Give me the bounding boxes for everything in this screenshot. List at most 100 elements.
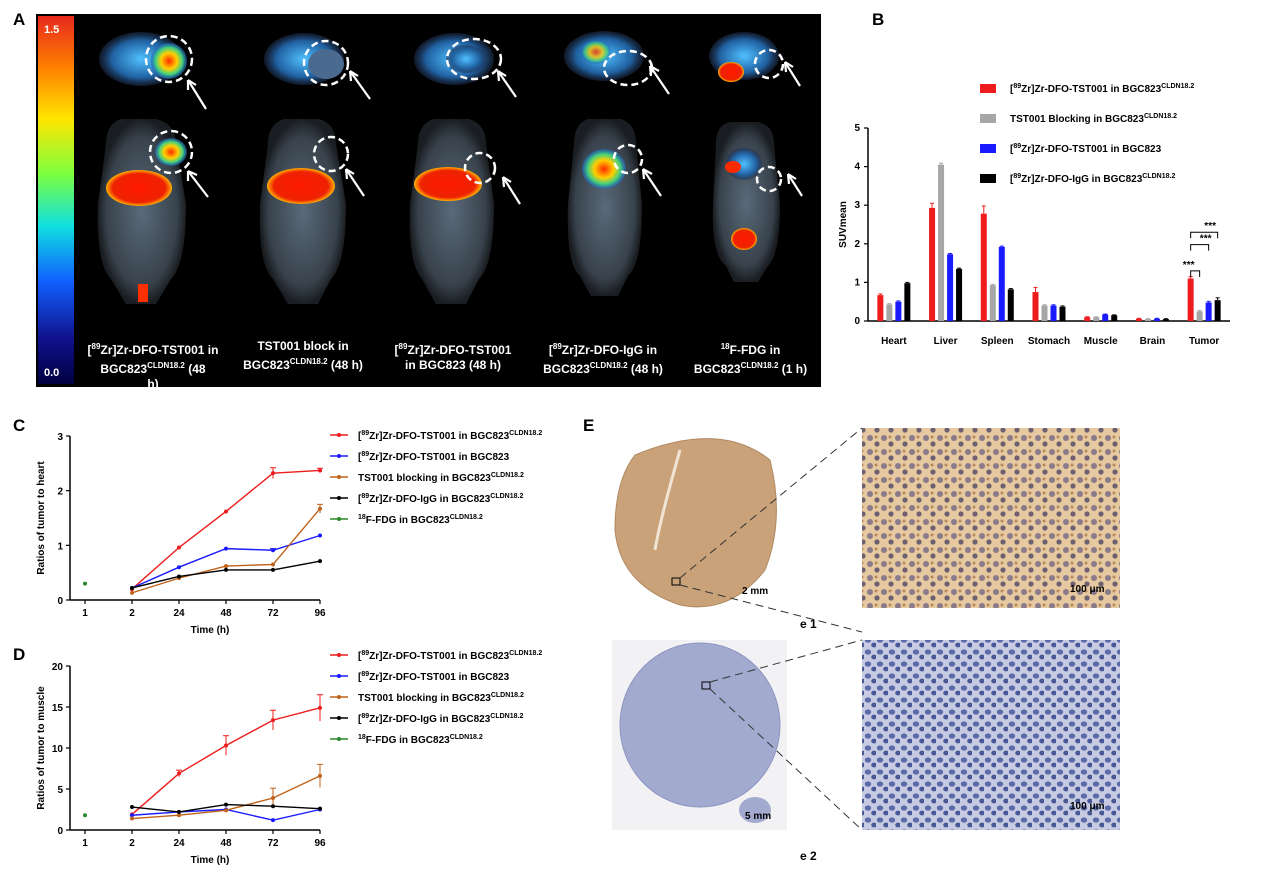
scan-col-1: [97, 32, 209, 304]
legend-marker: [337, 454, 341, 458]
data-point: [271, 471, 275, 476]
data-point: [271, 718, 275, 723]
legend-marker: [337, 496, 341, 500]
data-point: [177, 545, 181, 550]
bar: [1059, 306, 1066, 321]
legend-label-part: CLDN18.2: [509, 650, 542, 657]
legend-label-part: F-FDG in BGC823: [366, 735, 450, 746]
significance-bracket: [1190, 244, 1210, 251]
scan-col-2: [259, 33, 371, 304]
x-tick-label: 96: [314, 838, 326, 849]
data-point: [224, 802, 228, 807]
legend-label-part: CLDN18.2: [1161, 83, 1194, 90]
data-point: [177, 771, 181, 776]
data-point: [318, 533, 322, 538]
data-point: [177, 565, 181, 570]
data-point: [130, 805, 134, 810]
legend-b: [89Zr]Zr-DFO-TST001 in BGC823CLDN18.2TST…: [980, 83, 1194, 185]
data-point: [318, 468, 322, 473]
y-tick-label: 0: [57, 826, 63, 837]
x-tick-label: 48: [220, 838, 232, 849]
legend-label: [89Zr]Zr-DFO-TST001 in BGC823: [358, 671, 510, 683]
legend-swatch: [980, 144, 996, 153]
x-tick-label: Brain: [1140, 336, 1166, 347]
legend-marker: [337, 475, 341, 479]
legend-label-part: CLDN18.2: [490, 493, 523, 500]
legend-label-part: Zr]Zr-DFO-TST001 in BGC823: [1021, 144, 1161, 155]
x-tick-label: 24: [173, 608, 185, 619]
bar: [1093, 317, 1100, 321]
y-tick-label: 10: [52, 744, 64, 755]
legend-label-part: CLDN18.2: [491, 472, 524, 479]
x-axis-label: Time (h): [191, 625, 230, 636]
bar: [1144, 319, 1151, 321]
y-tick-label: 20: [52, 662, 64, 673]
significance-label: ***: [1183, 260, 1195, 271]
significance-label: ***: [1204, 221, 1216, 232]
legend-label-part: Zr]Zr-DFO-TST001 in BGC823: [369, 672, 509, 683]
data-point: [271, 567, 275, 572]
data-point: [271, 818, 275, 823]
legend-marker: [337, 695, 341, 699]
legend-label-part: TST001 Blocking in BGC823: [1010, 114, 1144, 125]
caption-1: [89Zr]Zr-DFO-TST001 in BGC823CLDN18.2 (4…: [87, 342, 219, 391]
legend-label-part: CLDN18.2: [509, 430, 542, 437]
data-point: [224, 564, 228, 569]
legend-swatch: [980, 84, 996, 93]
legend-label-part: [: [358, 494, 362, 505]
zoom-image-e1: [862, 428, 1120, 608]
pet-imaging-panel: 1.5 0.0: [36, 14, 821, 391]
legend-label-part: CLDN18.2: [1144, 113, 1177, 120]
bar: [886, 304, 893, 321]
bar: [929, 207, 936, 321]
x-tick-label: 1: [82, 608, 88, 619]
y-tick-label: 3: [854, 200, 860, 211]
zoom-image-e2: [862, 640, 1120, 830]
tumor-circle: [312, 135, 350, 173]
x-tick-label: 2: [129, 838, 135, 849]
bar: [1007, 289, 1014, 321]
label-e1: e 1: [800, 617, 817, 631]
legend-label-part: CLDN18.2: [450, 734, 483, 741]
legend-label-part: [: [358, 651, 362, 662]
tumor-circle: [144, 34, 194, 84]
scale-zoom-e2: 100 μm: [1070, 801, 1105, 812]
legend-label-part: [: [1010, 84, 1014, 95]
scan-col-4: [564, 31, 670, 296]
panel-label-a: A: [13, 10, 26, 29]
colorbar: [38, 16, 74, 384]
bar: [989, 285, 996, 321]
tumor-circle: [445, 37, 503, 81]
legend-label-part: [: [358, 431, 362, 442]
chart-c: 0 1 2 3 1 2 24 48 72 96 Time (h) Ratios of tumor to…: [36, 430, 542, 636]
y-tick-label: 5: [57, 785, 63, 796]
series-line: [131, 707, 321, 815]
legend-label: [89Zr]Zr-DFO-TST001 in BGC823: [1010, 143, 1162, 155]
data-point: [130, 813, 134, 818]
bar: [1153, 318, 1160, 321]
bar: [1162, 319, 1169, 321]
legend-label-part: 89: [1013, 173, 1021, 180]
legend-marker: [337, 674, 341, 678]
data-point: [318, 773, 322, 778]
legend-label: 18F-FDG in BGC823CLDN18.2: [358, 734, 483, 746]
data-point: [130, 816, 134, 821]
bar: [895, 301, 902, 321]
legend-label: [89Zr]Zr-DFO-IgG in BGC823CLDN18.2: [358, 493, 523, 505]
legend-label-part: Zr]Zr-DFO-IgG in BGC823: [369, 494, 491, 505]
legend-label-part: TST001 blocking in BGC823: [358, 473, 491, 484]
legend-label-part: [: [1010, 174, 1014, 185]
bar: [956, 268, 963, 321]
data-point: [318, 806, 322, 811]
legend-label-part: [: [1010, 144, 1014, 155]
legend-swatch: [980, 174, 996, 183]
label-e2: e 2: [800, 849, 817, 863]
chart-d: 0 5 10 15 20 1 2 24 48 72 96 Time (h) Ratios of tumo…: [36, 650, 542, 866]
data-point: [271, 562, 275, 567]
y-axis-label: SUVmean: [838, 201, 849, 248]
data-point: [130, 590, 134, 595]
data-point: [271, 548, 275, 553]
legend-label-part: Zr]Zr-DFO-TST001 in BGC823: [369, 651, 509, 662]
legend-label-part: 89: [361, 430, 369, 437]
legend-label-part: TST001 blocking in BGC823: [358, 693, 491, 704]
